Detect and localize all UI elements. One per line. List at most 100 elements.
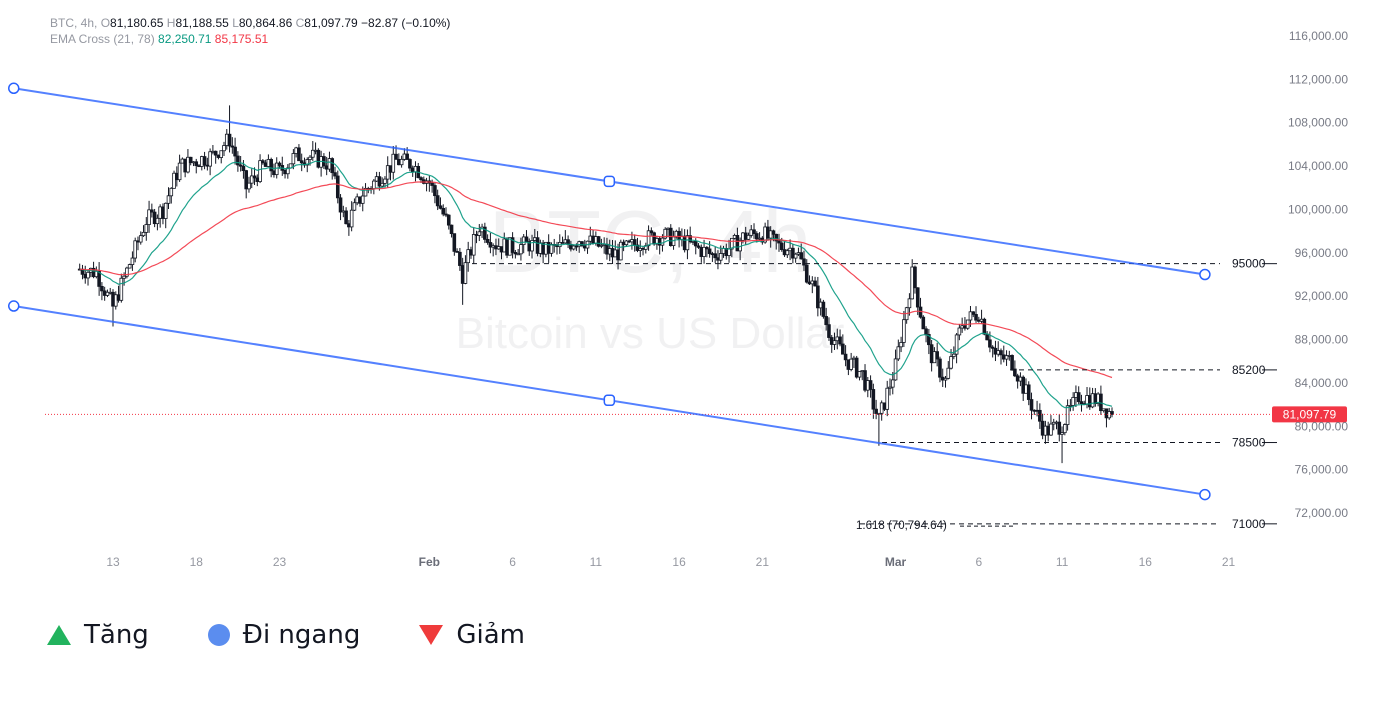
candle	[1026, 381, 1031, 406]
candle-body	[954, 334, 959, 355]
candle-body	[238, 164, 243, 167]
candle	[685, 229, 690, 260]
y-tick-label: 96,000.00	[1295, 246, 1349, 260]
candle	[777, 233, 781, 252]
candle-body	[297, 147, 301, 162]
candle-body	[202, 156, 207, 166]
candle-body	[685, 235, 690, 251]
candle	[713, 246, 717, 263]
candle	[258, 154, 262, 184]
candle	[130, 251, 135, 271]
candle-body	[824, 316, 828, 326]
candle	[119, 273, 124, 303]
channel-handle	[1199, 268, 1211, 281]
candle	[516, 248, 520, 256]
candle	[380, 177, 384, 188]
candle	[483, 222, 487, 244]
candle-body	[438, 205, 443, 209]
candle	[344, 207, 348, 225]
candle	[1010, 354, 1014, 371]
x-tick-label: Feb	[419, 555, 440, 569]
channel-handle	[8, 300, 20, 312]
candle-body	[924, 328, 928, 335]
candle	[510, 232, 515, 259]
candle-body	[1038, 409, 1042, 422]
candle-body	[399, 158, 404, 166]
candle-body	[435, 195, 440, 207]
candle	[707, 241, 712, 258]
candle	[438, 197, 443, 210]
candle	[990, 345, 995, 358]
candle	[333, 166, 337, 180]
candle-body	[832, 340, 837, 345]
candle-body	[854, 357, 859, 378]
candle-body	[1110, 411, 1114, 415]
close-label: C	[295, 16, 305, 30]
candle-body	[147, 209, 151, 225]
candle	[150, 203, 154, 218]
candle	[452, 233, 457, 256]
candle-body	[580, 241, 584, 246]
y-tick-label: 76,000.00	[1295, 463, 1349, 477]
candle-body	[133, 240, 138, 259]
candle	[477, 224, 482, 242]
candle-body	[485, 238, 490, 243]
candle	[1071, 392, 1075, 411]
candle	[1013, 360, 1017, 378]
candle-body	[524, 236, 529, 243]
candle-body	[693, 241, 698, 247]
candle	[927, 328, 931, 355]
candle-body	[144, 224, 149, 233]
candle-body	[446, 214, 451, 226]
candle-body	[938, 358, 942, 378]
candle-body	[349, 209, 354, 228]
candle	[471, 227, 476, 264]
candle	[596, 235, 601, 248]
price-line-label: 71000	[1232, 517, 1266, 531]
candle	[946, 361, 951, 380]
candle-body	[419, 177, 423, 181]
y-tick-label: 112,000.00	[1289, 72, 1348, 86]
x-tick-label: 21	[1222, 555, 1236, 569]
candle-body	[244, 170, 249, 190]
watermark-description: Bitcoin vs US Dollar	[456, 309, 845, 358]
candle	[141, 225, 146, 237]
candle	[297, 144, 301, 162]
candle-body	[857, 371, 862, 378]
candle	[1063, 423, 1067, 436]
candle	[233, 137, 237, 165]
candle-body	[999, 350, 1003, 356]
candle-body	[230, 145, 235, 148]
x-tick-label: 21	[756, 555, 770, 569]
candle-body	[150, 209, 154, 213]
candle-body	[408, 159, 412, 169]
candle-body	[730, 237, 734, 250]
candle	[213, 150, 218, 164]
symbol-legend: BTC, 4h, O81,180.65 H81,188.55 L80,864.8…	[50, 15, 450, 47]
candle-body	[843, 353, 848, 361]
candle-body	[394, 153, 398, 160]
candle-body	[990, 346, 995, 349]
candle-body	[599, 244, 604, 247]
candle-body	[688, 235, 692, 243]
candle-body	[483, 226, 487, 240]
candle-body	[405, 153, 409, 160]
candle-body	[335, 175, 340, 199]
channel-handle	[1199, 488, 1211, 501]
candle-body	[649, 230, 654, 234]
candle	[921, 315, 926, 330]
candle-body	[247, 182, 251, 190]
indicator-name[interactable]: EMA Cross (21, 78)	[50, 32, 155, 46]
candle	[982, 317, 987, 336]
candle	[1049, 415, 1053, 436]
candle-body	[377, 176, 382, 187]
candle	[752, 223, 756, 239]
candle	[871, 383, 876, 419]
candle	[935, 342, 939, 367]
candle-body	[799, 252, 803, 260]
candle-body	[269, 159, 273, 172]
candle	[813, 276, 817, 287]
candle-body	[291, 153, 296, 165]
candle-body	[785, 250, 790, 256]
